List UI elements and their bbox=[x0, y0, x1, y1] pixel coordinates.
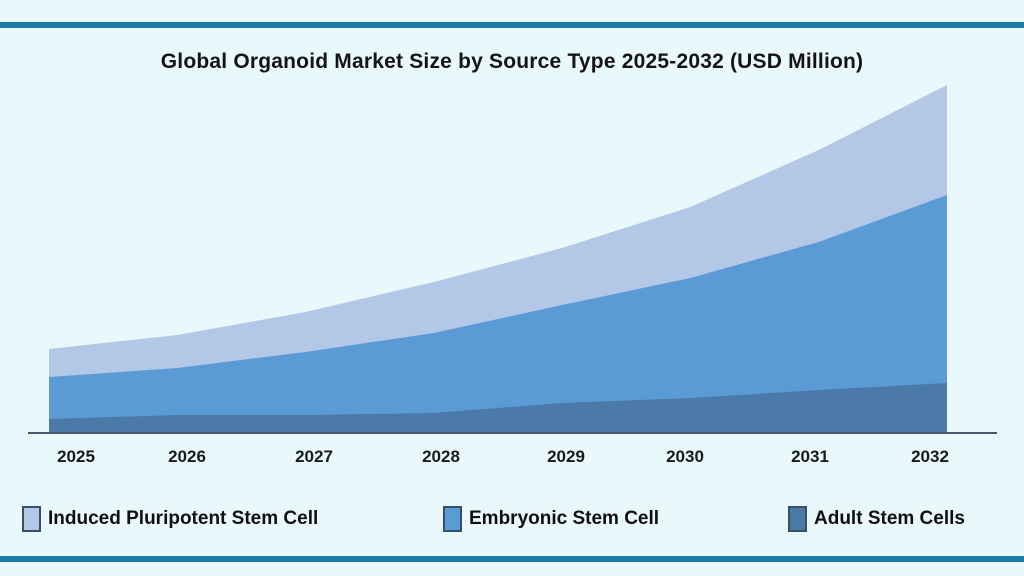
x-axis-label: 2031 bbox=[791, 447, 829, 466]
x-axis-label: 2028 bbox=[422, 447, 460, 466]
legend-label: Adult Stem Cells bbox=[814, 508, 965, 529]
x-axis-label: 2030 bbox=[666, 447, 704, 466]
area-chart-svg bbox=[28, 85, 997, 434]
x-axis-label: 2027 bbox=[295, 447, 333, 466]
top-accent-bar bbox=[0, 22, 1024, 28]
chart-title: Global Organoid Market Size by Source Ty… bbox=[160, 50, 864, 73]
legend-item-adult-stem-cells: Adult Stem Cells bbox=[788, 506, 965, 532]
legend-item-embryonic-stem-cell: Embryonic Stem Cell bbox=[443, 506, 659, 532]
x-axis-label: 2029 bbox=[547, 447, 585, 466]
legend-label: Induced Pluripotent Stem Cell bbox=[48, 508, 319, 529]
area-series-embryonic-stem-cell bbox=[49, 195, 947, 433]
x-axis-label: 2025 bbox=[57, 447, 95, 466]
legend-swatch-icon bbox=[22, 506, 41, 532]
x-axis-labels: 2025 2026 2027 2028 2029 2030 2031 2032 bbox=[0, 447, 1024, 471]
legend-item-induced-pluripotent-stem-cell: Induced Pluripotent Stem Cell bbox=[22, 506, 318, 532]
area-series-group bbox=[49, 85, 947, 433]
area-series-adult-stem-cells bbox=[49, 383, 947, 433]
x-axis-label: 2032 bbox=[911, 447, 949, 466]
legend-swatch-icon bbox=[788, 506, 807, 532]
legend-label: Embryonic Stem Cell bbox=[469, 508, 660, 529]
legend-swatch-icon bbox=[443, 506, 462, 532]
x-axis-label: 2026 bbox=[168, 447, 206, 466]
bottom-accent-bar bbox=[0, 556, 1024, 562]
stacked-area-chart bbox=[28, 80, 997, 436]
